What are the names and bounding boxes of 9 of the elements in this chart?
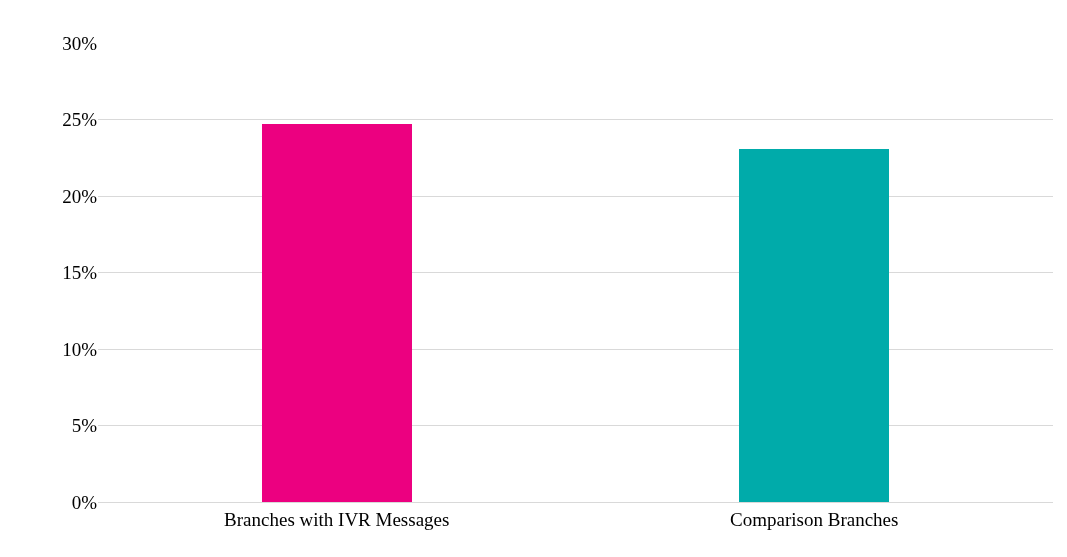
- y-tick-label: 30%: [62, 32, 98, 54]
- y-tick-label: 25%: [62, 109, 98, 131]
- y-tick-label: 0%: [71, 491, 98, 513]
- x-tick-label: Comparison Branches: [730, 508, 899, 530]
- y-tick-label: 10%: [62, 338, 98, 360]
- y-tick-label: 15%: [62, 262, 98, 284]
- y-tick-label: 20%: [62, 185, 98, 207]
- x-tick-label: Branches with IVR Messages: [224, 508, 450, 530]
- y-tick-label: 5%: [71, 415, 98, 437]
